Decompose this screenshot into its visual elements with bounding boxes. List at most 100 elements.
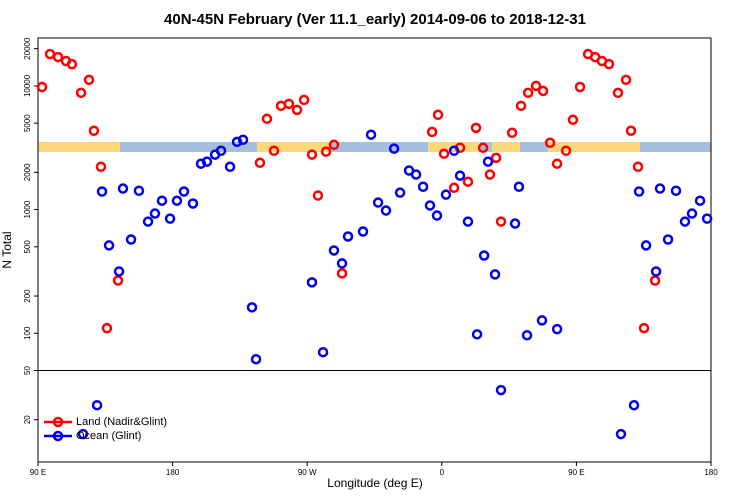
point — [75, 87, 87, 99]
point — [625, 125, 637, 136]
point — [149, 208, 161, 219]
point — [462, 216, 474, 227]
point — [560, 145, 572, 157]
point — [679, 216, 691, 227]
point — [654, 183, 666, 194]
point — [632, 161, 644, 172]
point — [551, 158, 563, 169]
point — [112, 275, 124, 286]
point — [603, 58, 615, 70]
point — [66, 58, 78, 70]
point — [306, 149, 318, 160]
point — [424, 200, 436, 211]
x-axis-label: Longitude (deg E) — [327, 476, 422, 490]
legend-label: Land (Nadir&Glint) — [76, 416, 167, 428]
point — [694, 195, 706, 206]
y-tick-label: 2000 — [23, 163, 32, 181]
point — [237, 134, 249, 146]
point — [574, 81, 586, 93]
y-tick-label: 20000 — [23, 37, 32, 60]
point — [440, 189, 452, 200]
point — [357, 226, 369, 237]
y-tick-label: 50 — [23, 365, 32, 374]
point — [521, 329, 533, 341]
point — [620, 74, 632, 86]
point — [320, 146, 332, 157]
point — [77, 428, 89, 440]
point — [246, 302, 258, 313]
point — [536, 315, 548, 326]
point — [448, 145, 460, 157]
point — [537, 85, 549, 97]
point — [101, 322, 113, 334]
point — [462, 176, 474, 187]
point — [633, 186, 645, 197]
point — [215, 145, 227, 157]
point — [482, 156, 494, 167]
point — [551, 323, 563, 335]
point — [261, 113, 273, 125]
point — [438, 148, 450, 159]
point — [291, 104, 303, 116]
point — [495, 384, 507, 396]
point — [426, 126, 438, 138]
point — [178, 186, 190, 197]
y-tick-label: 5000 — [23, 114, 32, 132]
point — [201, 156, 213, 167]
point — [638, 322, 650, 334]
legend-label: Ocean (Glint) — [76, 430, 141, 442]
point — [328, 245, 340, 256]
point — [91, 399, 103, 411]
y-tick-label: 1000 — [23, 200, 32, 218]
point — [615, 428, 627, 440]
x-tick-label: 90 E — [568, 468, 584, 477]
point — [342, 231, 354, 242]
point — [95, 161, 107, 172]
point — [372, 197, 384, 208]
point — [254, 157, 266, 169]
y-tick-label: 500 — [23, 240, 32, 254]
point — [649, 275, 661, 286]
y-tick-label: 20 — [23, 415, 32, 424]
y-tick-label: 200 — [23, 289, 32, 303]
point — [506, 127, 518, 139]
point — [515, 100, 527, 112]
point — [156, 195, 168, 206]
point — [142, 216, 154, 227]
y-axis-label: N Total — [0, 231, 14, 268]
y-tick-label: 100 — [23, 326, 32, 340]
point — [113, 266, 125, 277]
point — [103, 240, 115, 251]
point — [489, 269, 501, 280]
point — [471, 329, 483, 340]
x-tick-label: 90 W — [298, 468, 317, 477]
point — [417, 181, 429, 192]
point — [470, 122, 482, 134]
point — [268, 145, 280, 157]
x-tick-label: 0 — [440, 468, 445, 477]
point — [328, 139, 340, 151]
point — [195, 158, 207, 169]
point — [171, 195, 183, 206]
point — [567, 114, 579, 126]
point — [477, 142, 489, 154]
point — [224, 161, 236, 172]
chart-title: 40N-45N February (Ver 11.1_early) 2014-0… — [164, 11, 586, 28]
point — [231, 136, 243, 148]
point — [36, 81, 48, 93]
point — [509, 218, 521, 229]
point — [96, 186, 108, 197]
legend-marker — [52, 430, 64, 442]
point — [495, 216, 507, 227]
point — [187, 198, 199, 209]
point — [44, 48, 56, 60]
point — [410, 169, 422, 180]
point — [478, 250, 490, 261]
point — [312, 190, 324, 201]
point — [432, 109, 444, 121]
point — [125, 234, 137, 245]
legend-marker — [52, 416, 64, 428]
point — [431, 210, 443, 221]
point — [701, 213, 713, 224]
